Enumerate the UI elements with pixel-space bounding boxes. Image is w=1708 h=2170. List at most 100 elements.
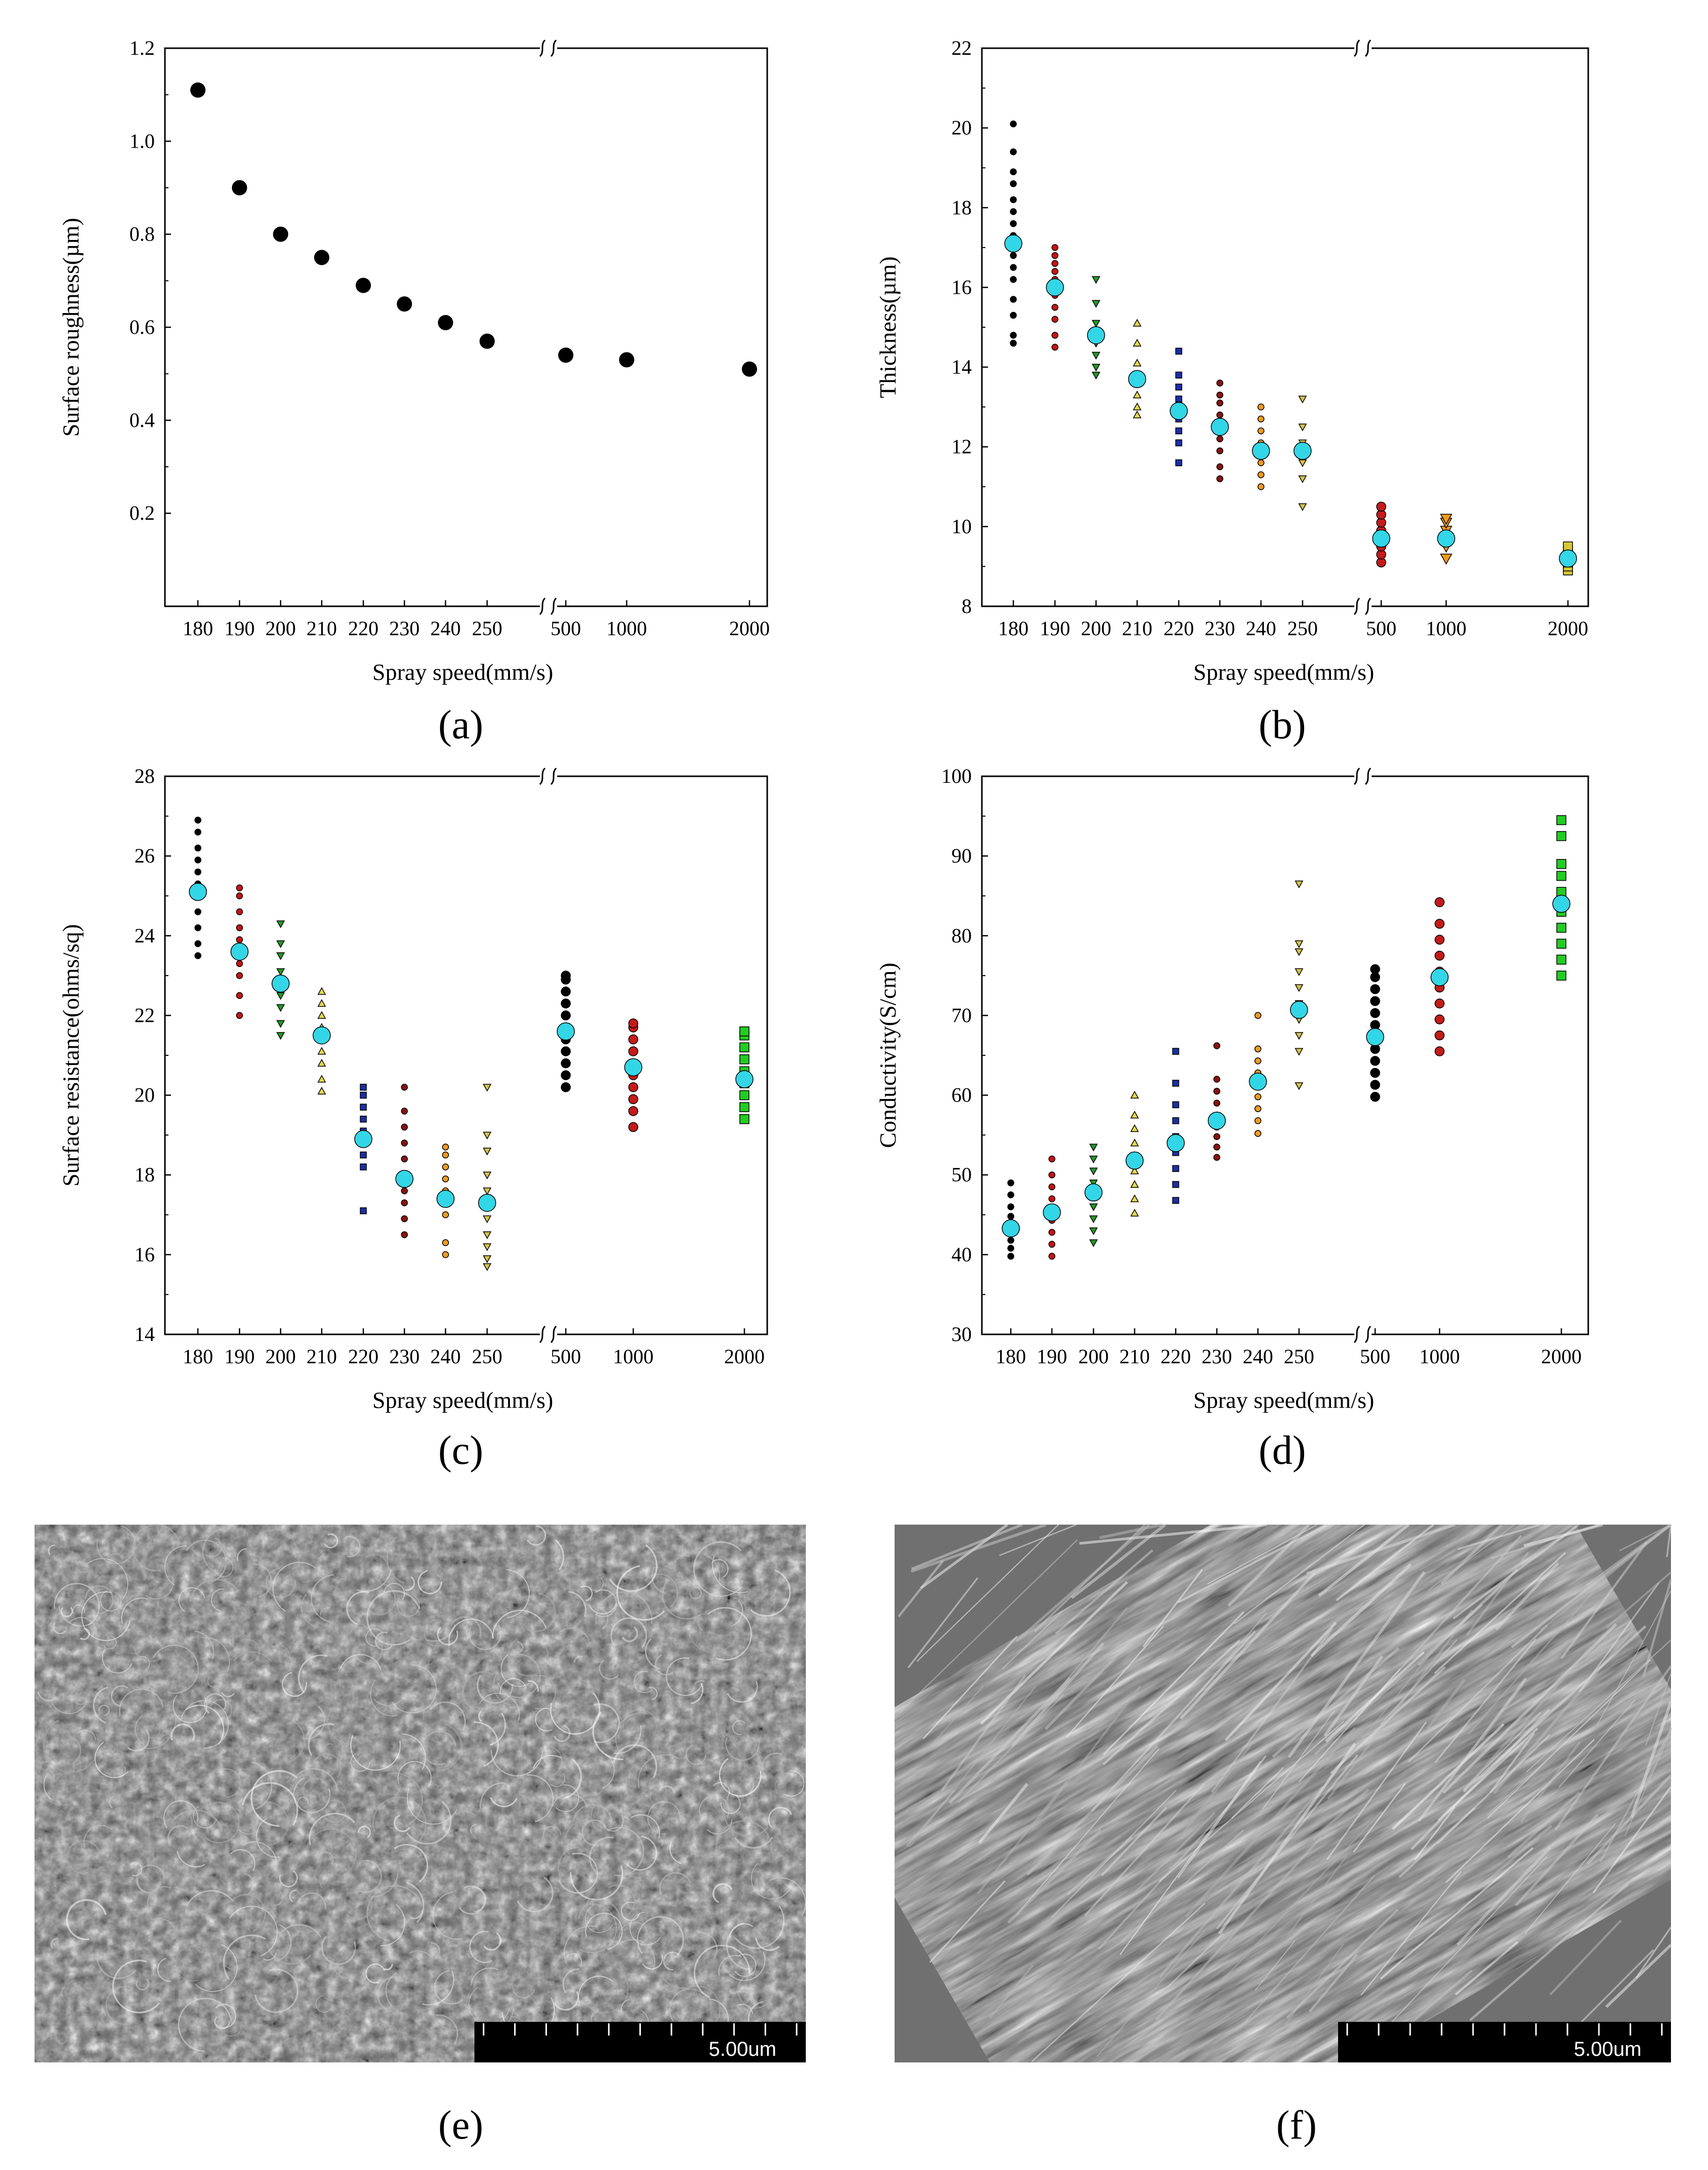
ridge <box>1234 1524 1365 1625</box>
ridge <box>1158 1720 1345 1882</box>
fiber <box>315 1995 333 2013</box>
fiber <box>609 1544 658 1592</box>
fiber <box>373 1697 404 1706</box>
fiber <box>406 1788 457 1825</box>
fiber <box>527 1774 554 1822</box>
mean-marker <box>1249 1073 1267 1091</box>
fiber <box>480 1782 506 1809</box>
ridge <box>1119 1761 1261 1955</box>
fiber <box>384 1964 393 1971</box>
fiber <box>66 1899 107 1941</box>
fiber <box>218 2017 241 2037</box>
data-point <box>401 1187 408 1194</box>
ridge <box>1220 1811 1383 1982</box>
ridge <box>1440 1523 1503 1585</box>
fiber <box>500 1654 530 1687</box>
data-point <box>1130 1139 1139 1147</box>
scale-ticks-f <box>1346 2023 1663 2036</box>
fiber <box>603 1815 624 1832</box>
ridge <box>1599 1729 1672 1862</box>
fiber <box>507 1638 549 1676</box>
ridge <box>1269 1943 1344 2047</box>
data-point <box>314 250 329 265</box>
data-point <box>739 1102 749 1112</box>
ridge <box>1071 1523 1167 1599</box>
fiber <box>689 1587 702 1599</box>
ridge <box>1158 1785 1324 1978</box>
fiber <box>432 1891 463 1940</box>
fiber <box>233 1893 266 1932</box>
mean-marker <box>1211 418 1229 436</box>
fiber <box>203 1693 227 1714</box>
mean-marker <box>1366 1028 1384 1046</box>
axis-break-mark <box>1353 1325 1360 1344</box>
data-point <box>194 816 201 824</box>
axis-break-mark <box>1364 767 1372 785</box>
data-point <box>483 1172 492 1180</box>
fiber <box>55 2033 67 2044</box>
data-point <box>1172 1165 1179 1172</box>
axis-break-mark <box>1353 767 1360 785</box>
fiber <box>608 1884 635 1915</box>
fiber <box>156 1723 161 1737</box>
sem-texture-e <box>35 1525 806 2062</box>
ridge <box>1178 1524 1327 1603</box>
data-point <box>1213 1143 1220 1151</box>
ridge <box>1132 1811 1216 1896</box>
data-point <box>1175 348 1182 355</box>
fiber <box>170 1724 195 1741</box>
fiber <box>302 1705 326 1740</box>
data-point <box>236 936 243 943</box>
data-point <box>480 333 495 349</box>
data-point <box>1010 168 1017 176</box>
fiber <box>145 1576 174 1600</box>
mean-marker <box>1208 1112 1226 1130</box>
fiber <box>462 1671 498 1713</box>
fiber <box>769 1877 806 1917</box>
fiber <box>250 1770 298 1827</box>
x-tick-label: 230 <box>1205 617 1235 640</box>
fiber <box>750 1863 792 1900</box>
fiber <box>298 1654 328 1694</box>
fiber <box>78 1730 96 1740</box>
data-point <box>1089 1215 1098 1223</box>
mean-marker <box>1167 1134 1185 1152</box>
fiber <box>151 1917 176 1929</box>
fiber <box>180 1700 229 1749</box>
data-point <box>1091 300 1101 308</box>
fiber <box>712 1782 730 1799</box>
data-point <box>276 1004 285 1012</box>
data-point <box>1434 1046 1445 1056</box>
data-point <box>317 1011 326 1019</box>
ridge <box>1327 1609 1474 1800</box>
x-tick-label: 190 <box>224 617 255 640</box>
x-tick-label: 210 <box>1122 617 1152 640</box>
fiber <box>669 1988 704 2022</box>
fiber <box>430 1942 440 1959</box>
ridge <box>1091 1630 1256 1812</box>
fiber <box>660 1974 703 1989</box>
ridge <box>898 1560 944 1617</box>
fiber <box>590 1802 602 1832</box>
fiber <box>554 1991 579 2011</box>
fiber <box>573 1804 612 1822</box>
fiber <box>396 1595 420 1617</box>
data-point <box>1007 1213 1014 1220</box>
ridge <box>1026 1745 1159 1876</box>
data-point <box>317 999 326 1007</box>
fiber <box>164 1545 187 1586</box>
data-point <box>1133 390 1142 399</box>
fiber <box>135 1978 150 1991</box>
fiber <box>388 1772 423 1829</box>
fiber <box>734 1905 784 1949</box>
y-tick-label: 100 <box>941 765 972 787</box>
data-point <box>317 1058 326 1067</box>
fiber <box>214 2016 230 2029</box>
fiber <box>490 1749 543 1777</box>
data-point <box>401 1084 408 1091</box>
mean-marker <box>1437 529 1455 548</box>
x-axis-title: Spray speed(mm/s) <box>1193 659 1374 685</box>
mean-marker <box>735 1070 754 1088</box>
mean-marker <box>478 1193 496 1212</box>
fiber <box>470 1824 477 1834</box>
